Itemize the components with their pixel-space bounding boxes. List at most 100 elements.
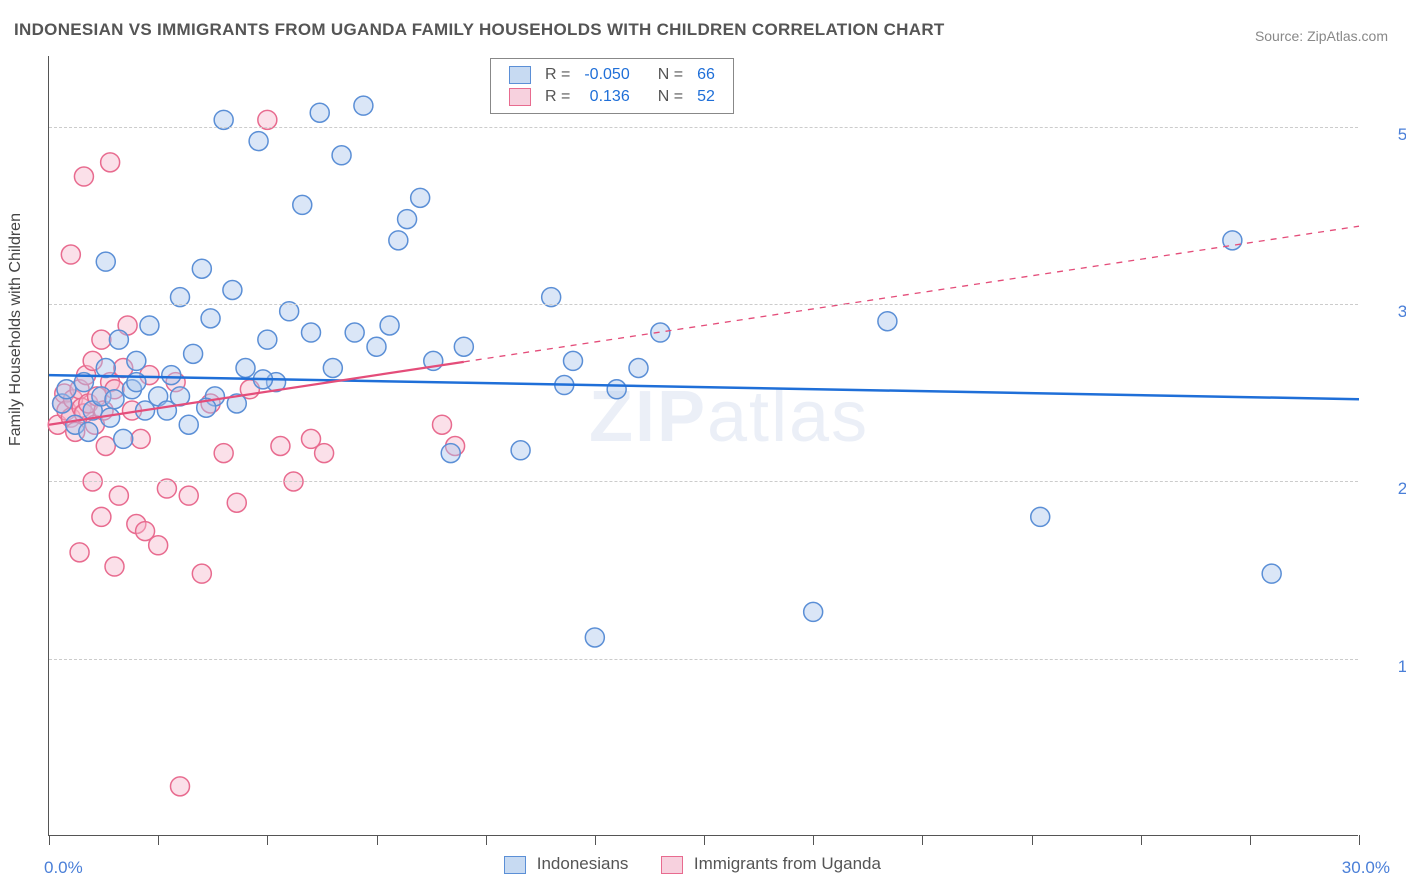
gridline (49, 127, 1358, 128)
data-point (162, 366, 181, 385)
data-point (227, 493, 246, 512)
data-point (223, 281, 242, 300)
data-point (629, 359, 648, 378)
x-tick (595, 835, 596, 845)
legend-bottom: Indonesians Immigrants from Uganda (490, 854, 895, 874)
x-tick (158, 835, 159, 845)
data-point (70, 543, 89, 562)
regression-line-dashed (464, 226, 1359, 362)
data-point (192, 564, 211, 583)
data-point (140, 316, 159, 335)
data-point (323, 359, 342, 378)
data-point (302, 323, 321, 342)
legend-n-label: N = (652, 65, 689, 85)
data-point (398, 210, 417, 229)
data-point (79, 422, 98, 441)
gridline (49, 659, 1358, 660)
x-tick (1359, 835, 1360, 845)
legend-r-value: 0.136 (578, 87, 635, 107)
data-point (564, 351, 583, 370)
data-point (101, 153, 120, 172)
data-point (293, 195, 312, 214)
data-point (585, 628, 604, 647)
data-point (433, 415, 452, 434)
legend-r-value: -0.050 (578, 65, 635, 85)
x-tick (922, 835, 923, 845)
plot-area: ZIPatlas 12.5%25.0%37.5%50.0% (48, 56, 1358, 836)
legend-n-value: 66 (691, 65, 721, 85)
data-point (184, 344, 203, 363)
legend-item: Indonesians (504, 854, 628, 874)
data-point (136, 522, 155, 541)
data-point (354, 96, 373, 115)
gridline (49, 304, 1358, 305)
source-label: Source: ZipAtlas.com (1255, 28, 1388, 44)
legend-top-row: R = -0.050 N = 66 (503, 65, 721, 85)
data-point (878, 312, 897, 331)
data-point (249, 132, 268, 151)
data-point (804, 602, 823, 621)
y-tick-label: 50.0% (1366, 125, 1406, 145)
legend-item: Immigrants from Uganda (661, 854, 881, 874)
data-point (74, 167, 93, 186)
legend-swatch-blue (509, 66, 531, 84)
y-tick-label: 12.5% (1366, 657, 1406, 677)
legend-r-label: R = (539, 65, 576, 85)
data-point (96, 359, 115, 378)
data-point (310, 103, 329, 122)
data-point (179, 415, 198, 434)
data-point (236, 359, 255, 378)
gridline (49, 481, 1358, 482)
x-axis-min-label: 0.0% (44, 858, 83, 878)
data-point (96, 437, 115, 456)
data-point (61, 245, 80, 264)
data-point (109, 486, 128, 505)
data-point (214, 444, 233, 463)
x-axis-max-label: 30.0% (1342, 858, 1390, 878)
data-point (367, 337, 386, 356)
data-point (441, 444, 460, 463)
x-tick (267, 835, 268, 845)
data-point (105, 557, 124, 576)
data-point (511, 441, 530, 460)
x-tick (49, 835, 50, 845)
data-point (57, 380, 76, 399)
data-point (92, 507, 111, 526)
legend-swatch-blue (504, 856, 526, 874)
data-point (454, 337, 473, 356)
data-point (332, 146, 351, 165)
x-tick (813, 835, 814, 845)
data-point (389, 231, 408, 250)
legend-label: Immigrants from Uganda (694, 854, 881, 873)
data-point (101, 408, 120, 427)
legend-n-label: N = (652, 87, 689, 107)
data-point (1262, 564, 1281, 583)
data-point (345, 323, 364, 342)
x-tick (486, 835, 487, 845)
data-point (380, 316, 399, 335)
x-tick (1032, 835, 1033, 845)
data-point (192, 259, 211, 278)
data-point (105, 390, 124, 409)
data-point (201, 309, 220, 328)
legend-top: R = -0.050 N = 66 R = 0.136 N = 52 (490, 58, 734, 114)
legend-swatch-pink (509, 88, 531, 106)
x-tick (377, 835, 378, 845)
data-point (258, 330, 277, 349)
x-tick (704, 835, 705, 845)
chart-title: INDONESIAN VS IMMIGRANTS FROM UGANDA FAM… (14, 20, 945, 40)
legend-n-value: 52 (691, 87, 721, 107)
y-axis-title: Family Households with Children (7, 213, 25, 446)
data-point (1031, 507, 1050, 526)
data-point (411, 188, 430, 207)
y-tick-label: 37.5% (1366, 302, 1406, 322)
data-point (109, 330, 128, 349)
legend-label: Indonesians (537, 854, 629, 873)
data-point (114, 429, 133, 448)
y-tick-label: 25.0% (1366, 479, 1406, 499)
data-point (607, 380, 626, 399)
legend-swatch-pink (661, 856, 683, 874)
data-point (92, 330, 111, 349)
legend-top-row: R = 0.136 N = 52 (503, 87, 721, 107)
legend-r-label: R = (539, 87, 576, 107)
